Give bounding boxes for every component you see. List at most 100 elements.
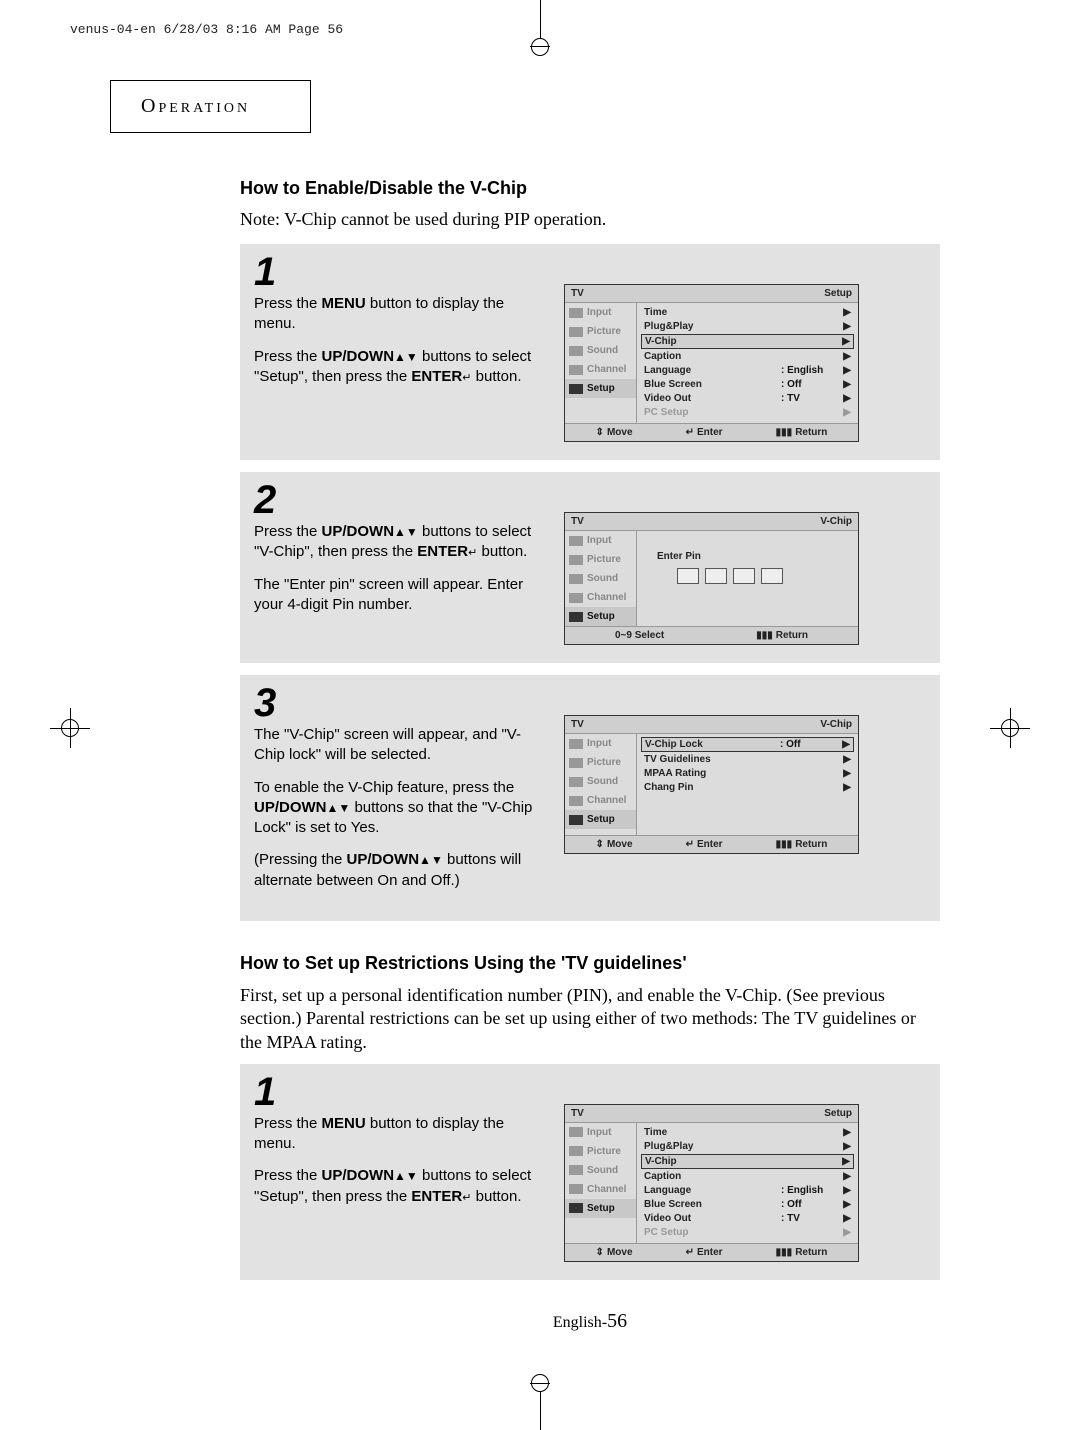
t: MENU <box>322 1115 366 1132</box>
t: Input <box>587 1127 611 1138</box>
t: (Pressing the <box>254 851 347 868</box>
operation-heading-box: Operation <box>110 80 311 133</box>
t: Channel <box>587 1184 626 1195</box>
section1-note: Note: V-Chip cannot be used during PIP o… <box>240 209 940 230</box>
input-icon <box>569 536 583 546</box>
t: Time <box>644 307 781 318</box>
osd-row: Blue Screen: Off▶ <box>641 378 854 391</box>
osd-main: V-Chip Lock: Off▶ TV Guidelines▶ MPAA Ra… <box>637 734 858 835</box>
t: Input <box>587 307 611 318</box>
t: Setup <box>587 383 615 394</box>
t: ENTER <box>411 368 462 385</box>
channel-icon <box>569 1184 583 1194</box>
t: Return <box>795 1247 827 1258</box>
t: Enter <box>697 427 723 438</box>
caret-icon: ▶ <box>841 1127 851 1138</box>
t: Channel <box>587 364 626 375</box>
osd-row: Time▶ <box>641 1126 854 1139</box>
osd-row: PC Setup▶ <box>641 1226 854 1239</box>
pin-box <box>733 568 755 584</box>
t: Video Out <box>644 1213 781 1224</box>
t: : TV <box>781 1213 841 1224</box>
sound-icon <box>569 1165 583 1175</box>
t: Plug&Play <box>644 321 781 332</box>
return-icon: ▮▮▮ <box>776 839 793 850</box>
t: button. <box>471 368 521 385</box>
move-icon: ⇕ <box>596 1247 604 1258</box>
osd-row-vchip: V-Chip▶ <box>641 334 854 349</box>
osd-sidebar: Input Picture Sound Channel Setup <box>565 531 637 626</box>
operation-heading: Operation <box>141 95 250 117</box>
t: V-Chip <box>645 1156 780 1167</box>
caret-icon: ▶ <box>841 1213 851 1224</box>
down-icon: ▼ <box>338 801 350 815</box>
t: ENTER <box>411 1188 462 1205</box>
t: Move <box>607 427 633 438</box>
t: Press the <box>254 348 322 365</box>
caret-icon: ▶ <box>841 1141 851 1152</box>
caret-icon: ▶ <box>840 739 850 750</box>
t: UP/DOWN <box>347 851 420 868</box>
return-icon: ▮▮▮ <box>776 427 793 438</box>
t: 56 <box>607 1310 627 1332</box>
t: To enable the V-Chip feature, press the <box>254 779 514 796</box>
sound-icon <box>569 777 583 787</box>
step-4: 1 Press the MENU button to display the m… <box>240 1064 940 1280</box>
osd-side-picture: Picture <box>565 753 636 772</box>
osd-side-setup: Setup <box>565 1199 636 1218</box>
caret-icon: ▶ <box>841 1171 851 1182</box>
osd-setup-1: TV Setup Input Picture Sound Channel Set… <box>564 284 859 442</box>
t: 0~9 Select <box>615 630 664 641</box>
osd-title-right: V-Chip <box>820 516 852 527</box>
up-icon: ▲ <box>419 853 431 867</box>
osd-side-sound: Sound <box>565 772 636 791</box>
t: Picture <box>587 554 621 565</box>
t: English- <box>553 1314 607 1331</box>
t: PC Setup <box>644 407 781 418</box>
t: Sound <box>587 345 618 356</box>
down-icon: ▼ <box>406 1169 418 1183</box>
osd-side-input: Input <box>565 531 636 550</box>
t: Caption <box>644 351 781 362</box>
t: : English <box>781 1185 841 1196</box>
osd-row: Language: English▶ <box>641 364 854 377</box>
page-content: Operation How to Enable/Disable the V-Ch… <box>110 80 970 1333</box>
setup-icon <box>569 384 583 394</box>
step-3-text: The "V-Chip" screen will appear, and "V-… <box>254 685 544 903</box>
channel-icon <box>569 593 583 603</box>
t: Return <box>795 427 827 438</box>
crop-mark-bottom-cross <box>530 1383 550 1384</box>
pin-boxes <box>677 568 848 584</box>
sound-icon <box>569 346 583 356</box>
osd-side-sound: Sound <box>565 1161 636 1180</box>
osd-side-setup: Setup <box>565 607 636 626</box>
enter-icon: ↵ <box>468 547 477 559</box>
osd-footer: ⇕Move ↵Enter ▮▮▮Return <box>565 423 858 441</box>
section2-heading: How to Set up Restrictions Using the 'TV… <box>240 953 940 974</box>
down-icon: ▼ <box>406 350 418 364</box>
up-icon: ▲ <box>394 525 406 539</box>
t: Move <box>607 839 633 850</box>
caret-icon: ▶ <box>841 1227 851 1238</box>
t: Setup <box>587 611 615 622</box>
t: V-Chip Lock <box>645 739 780 750</box>
t: Setup <box>587 1203 615 1214</box>
t: Return <box>795 839 827 850</box>
t: The "Enter pin" screen will appear. Ente… <box>254 575 544 616</box>
section1-heading: How to Enable/Disable the V-Chip <box>240 178 940 199</box>
t: Press the <box>254 295 322 312</box>
t: Input <box>587 738 611 749</box>
osd-row: Plug&Play▶ <box>641 1140 854 1153</box>
move-icon: ⇕ <box>596 839 604 850</box>
osd-footer: ⇕Move ↵Enter ▮▮▮Return <box>565 835 858 853</box>
osd-side-channel: Channel <box>565 1180 636 1199</box>
channel-icon <box>569 365 583 375</box>
osd-footer: ⇕Move ↵Enter ▮▮▮Return <box>565 1243 858 1261</box>
t: Move <box>607 1247 633 1258</box>
return-icon: ▮▮▮ <box>776 1247 793 1258</box>
register-mark-left <box>50 708 90 748</box>
t: UP/DOWN <box>254 799 327 816</box>
t: button. <box>471 1188 521 1205</box>
osd-footer: 0~9 Select ▮▮▮Return <box>565 626 858 644</box>
osd-title-right: Setup <box>824 1108 852 1119</box>
